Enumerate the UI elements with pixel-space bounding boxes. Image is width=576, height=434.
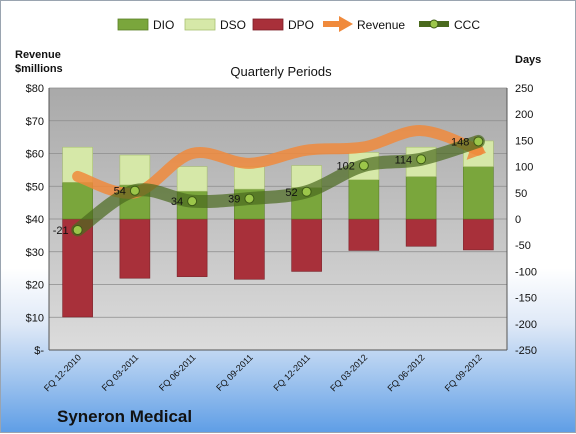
ccc-data-label: 148 <box>451 136 469 148</box>
right-tick-label: -250 <box>515 345 537 357</box>
right-tick-label: 100 <box>515 162 533 174</box>
dso-bar <box>176 166 208 192</box>
dio-bar <box>463 166 494 220</box>
right-tick-label: -150 <box>515 293 537 305</box>
category-label: FQ 06-2012 <box>386 352 427 393</box>
dpo-bar <box>291 218 322 272</box>
legend-dpo-swatch <box>252 18 284 31</box>
right-tick-label: 250 <box>515 83 533 95</box>
right-tick-label: 200 <box>515 109 533 121</box>
left-axis-title-line2: $millions <box>15 63 63 75</box>
ccc-data-label: 52 <box>285 187 297 199</box>
dpo-bar <box>348 218 380 251</box>
dso-bar <box>234 166 265 190</box>
ccc-point <box>301 186 312 197</box>
legend-revenue-label: Revenue <box>357 18 405 32</box>
ccc-point <box>129 185 140 196</box>
line-series: -21 54 34 39 52 102 114 148 <box>53 125 486 237</box>
left-axis-title-line1: Revenue <box>15 49 61 61</box>
legend-ccc-marker <box>429 19 439 29</box>
ccc-data-label: 39 <box>228 194 240 206</box>
ccc-data-label: 102 <box>337 161 355 173</box>
category-label: FQ 06-2011 <box>157 352 198 393</box>
left-tick-label: $40 <box>26 214 44 226</box>
category-label: FQ 12-2011 <box>271 352 312 393</box>
dio-bar <box>348 179 380 220</box>
ccc-point <box>244 193 255 204</box>
ccc-data-label: 54 <box>114 186 126 198</box>
ccc-point <box>358 160 369 171</box>
ccc-data-label: 34 <box>171 196 183 208</box>
left-tick-label: $50 <box>26 181 44 193</box>
ccc-data-label: -21 <box>53 225 69 237</box>
left-tick-label: $80 <box>26 83 44 95</box>
legend-dso-swatch <box>184 18 216 31</box>
legend-revenue-arrowhead <box>339 16 353 32</box>
right-axis-title: Days <box>515 54 541 66</box>
dpo-bar <box>405 218 437 247</box>
ccc-point <box>72 225 83 236</box>
category-label: FQ 03-2012 <box>328 352 369 393</box>
right-tick-label: 150 <box>515 135 533 147</box>
left-tick-label: $10 <box>26 312 44 324</box>
category-label: FQ 09-2011 <box>214 352 255 393</box>
dpo-bar <box>176 218 208 277</box>
legend-dio-label: DIO <box>153 18 174 32</box>
legend-dso-label: DSO <box>220 18 246 32</box>
right-tick-label: -100 <box>515 266 537 278</box>
right-tick-label: 0 <box>515 214 521 226</box>
ccc-point <box>416 154 427 165</box>
category-label: FQ 12-2010 <box>42 352 83 393</box>
category-label: FQ 09-2012 <box>443 352 484 393</box>
ccc-data-label: 114 <box>395 154 413 166</box>
right-tick-label: -50 <box>515 240 531 252</box>
right-tick-label: 50 <box>515 188 527 200</box>
left-tick-label: $30 <box>26 247 44 259</box>
left-tick-label: $- <box>34 345 44 357</box>
right-tick-label: -200 <box>515 319 537 331</box>
legend: DIO DSO DPO Revenue CCC <box>117 16 480 32</box>
dso-bar <box>119 154 151 186</box>
dpo-bar <box>119 218 151 279</box>
dpo-bar <box>463 218 494 251</box>
dpo-bar <box>234 218 265 280</box>
company-name: Syneron Medical <box>57 407 192 426</box>
legend-ccc-label: CCC <box>454 18 480 32</box>
dio-bar <box>405 176 437 220</box>
legend-dio-swatch <box>117 18 149 31</box>
left-tick-label: $60 <box>26 149 44 161</box>
ccc-point <box>473 136 484 147</box>
legend-dpo-label: DPO <box>288 18 314 32</box>
ccc-point <box>187 196 198 207</box>
chart-title: Quarterly Periods <box>230 64 332 79</box>
category-label: FQ 03-2011 <box>100 352 141 393</box>
left-tick-label: $70 <box>26 116 44 128</box>
left-tick-label: $20 <box>26 280 44 292</box>
